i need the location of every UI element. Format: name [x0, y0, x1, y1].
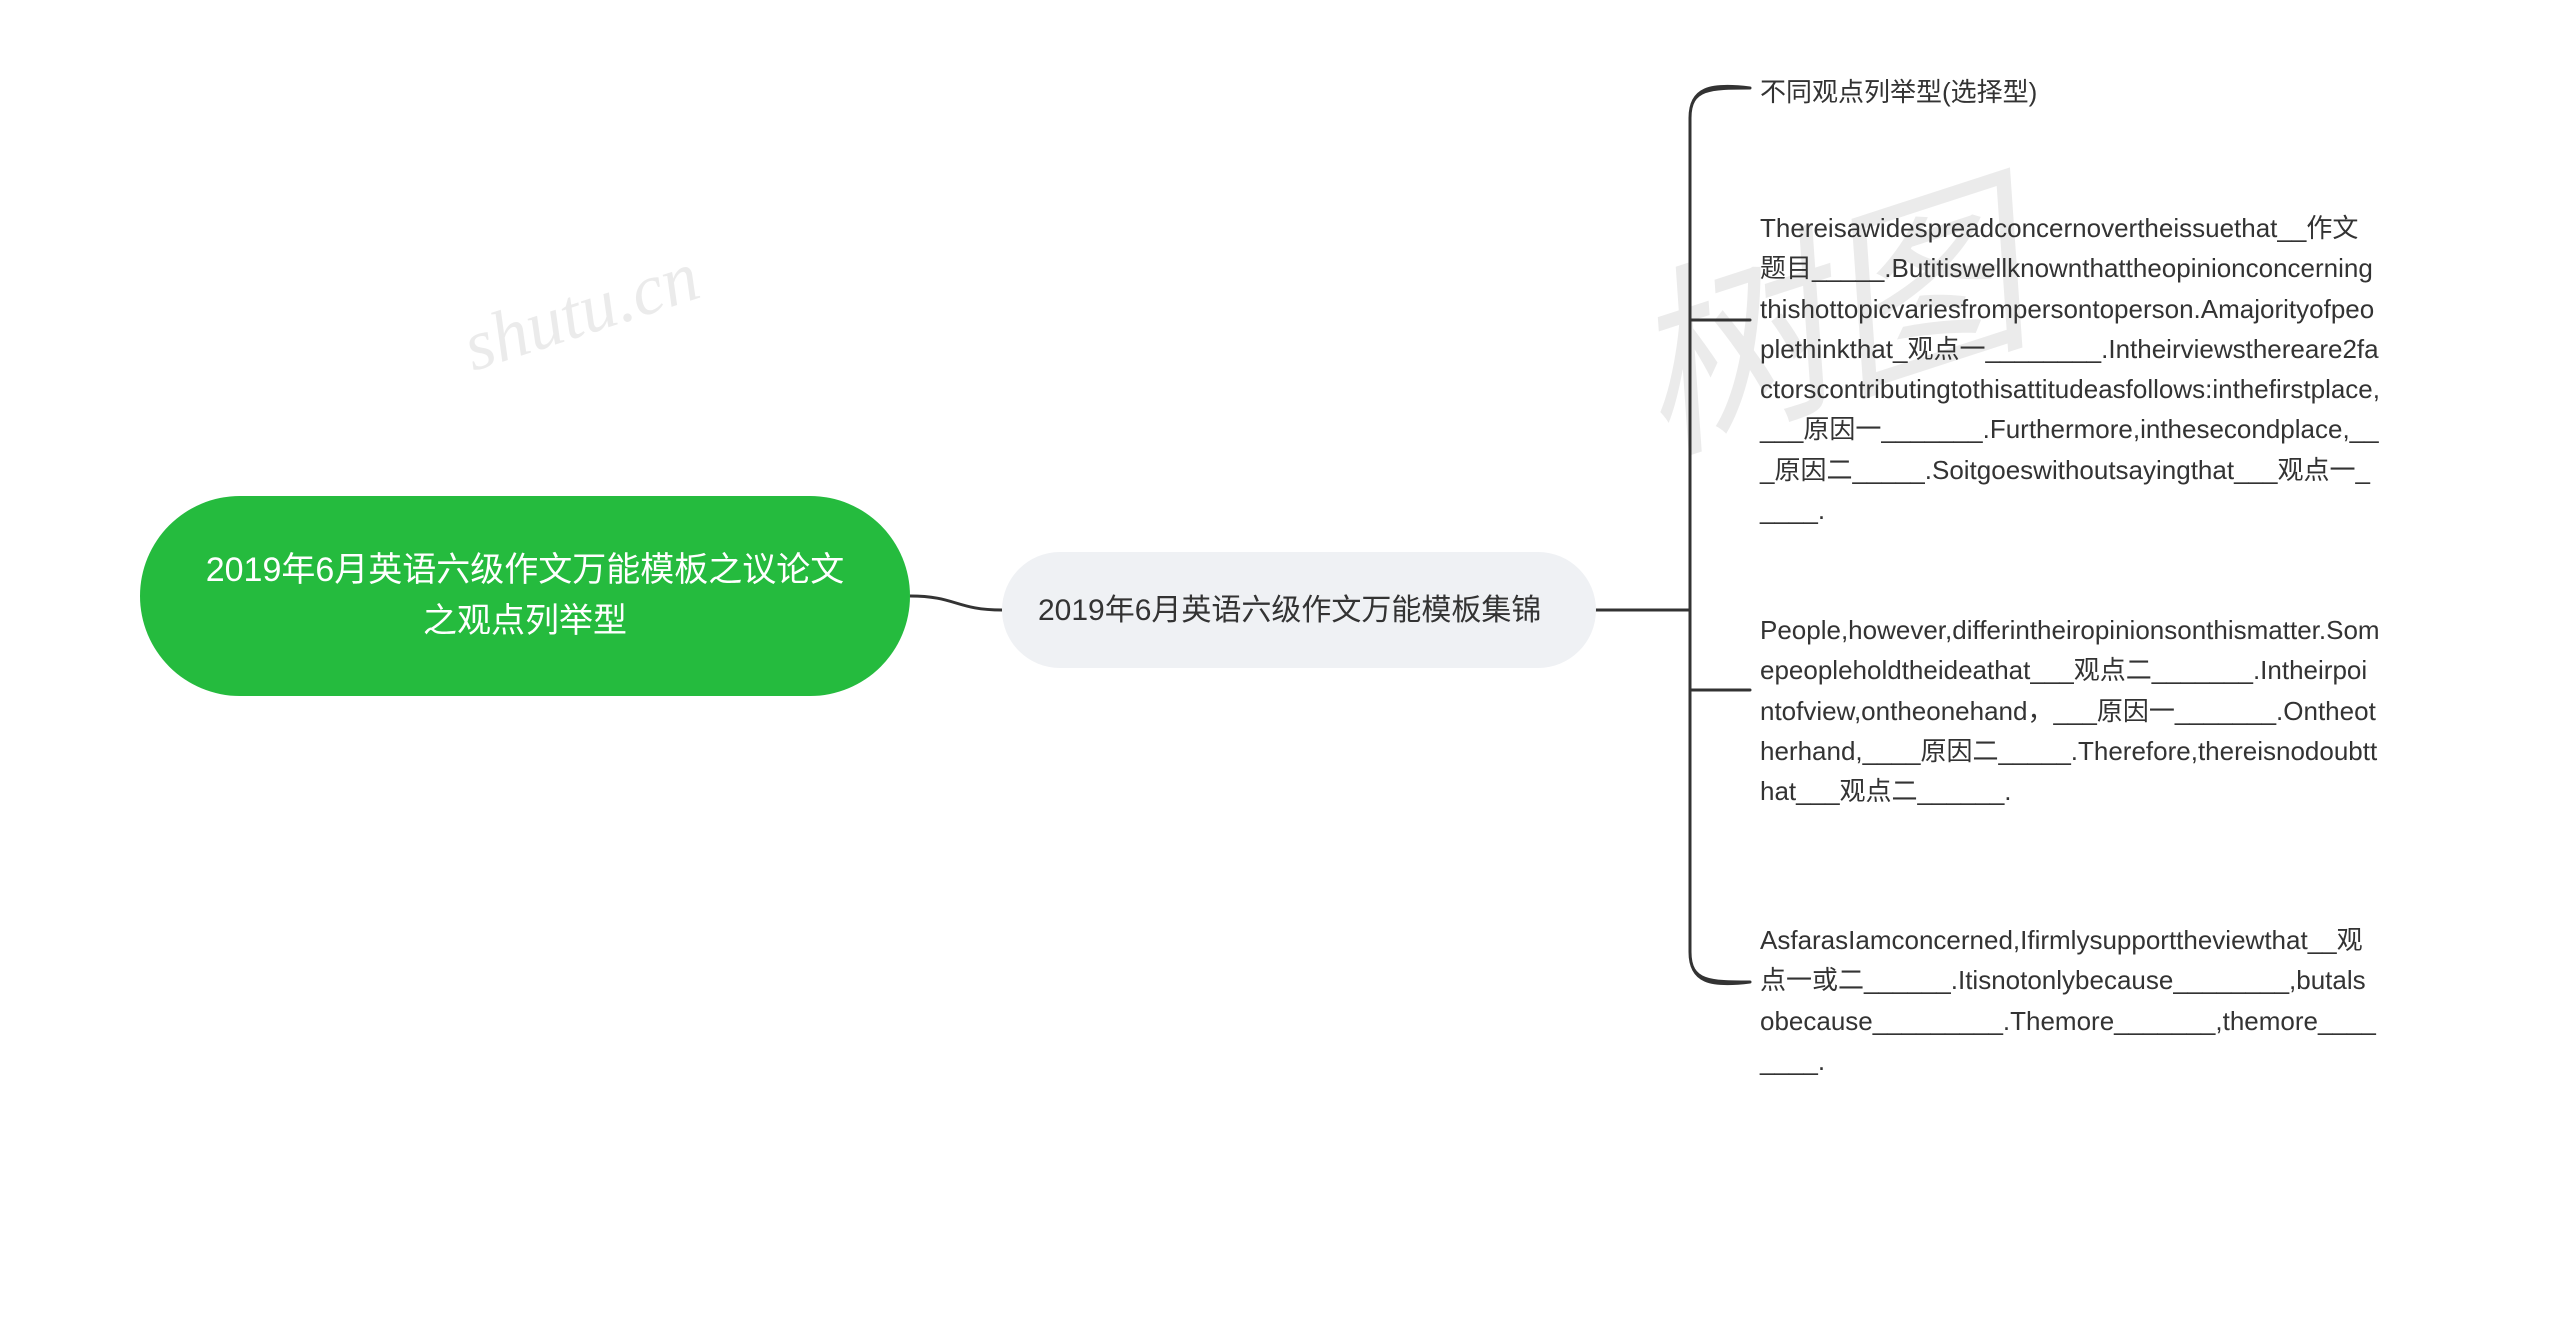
leaf-node[interactable]: Thereisawidespreadconcernovertheissuetha…	[1760, 208, 2380, 530]
watermark-url: shutu.cn	[453, 235, 709, 389]
leaf-text: People,however,differintheiropinionsonth…	[1760, 615, 2380, 806]
mid-label: 2019年6月英语六级作文万能模板集锦	[1038, 588, 1541, 633]
mindmap-canvas: shutu.cn 树图 2019年6月英语六级作文万能模板之议论文之观点列举型 …	[0, 0, 2560, 1322]
leaf-node[interactable]: 不同观点列举型(选择型)	[1760, 72, 2380, 112]
mid-node[interactable]: 2019年6月英语六级作文万能模板集锦	[1002, 552, 1596, 668]
leaf-text: AsfarasIamconcerned,Ifirmlysupportthevie…	[1760, 925, 2376, 1076]
root-label: 2019年6月英语六级作文万能模板之议论文之观点列举型	[190, 545, 860, 647]
root-node[interactable]: 2019年6月英语六级作文万能模板之议论文之观点列举型	[140, 496, 910, 696]
leaf-node[interactable]: People,however,differintheiropinionsonth…	[1760, 610, 2380, 811]
leaf-node[interactable]: AsfarasIamconcerned,Ifirmlysupportthevie…	[1760, 920, 2380, 1081]
leaf-text: Thereisawidespreadconcernovertheissuetha…	[1760, 213, 2380, 525]
leaf-text: 不同观点列举型(选择型)	[1760, 77, 2037, 107]
